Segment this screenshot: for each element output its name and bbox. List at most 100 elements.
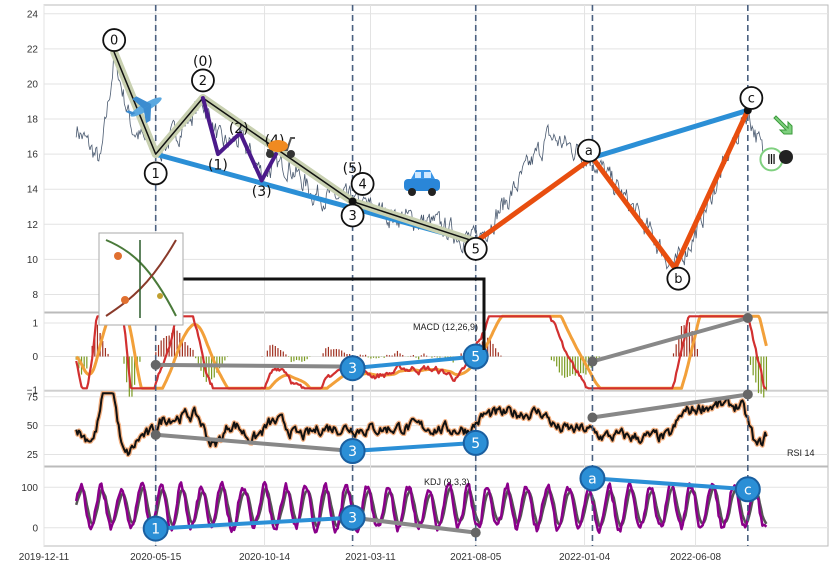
y-tick-label: 24 xyxy=(27,9,39,20)
divergence-point xyxy=(742,313,753,324)
wave-label-circle xyxy=(666,266,691,291)
series-layer xyxy=(74,54,769,534)
wave-label-circle xyxy=(576,138,601,163)
divergence-line xyxy=(590,476,750,492)
wave-label: (5) xyxy=(343,161,363,177)
wave-label-circle xyxy=(191,68,215,93)
wave-label: 1 xyxy=(152,167,160,182)
x-tick-label: 2022-06-08 xyxy=(670,552,722,563)
y-tick-label: 12 xyxy=(27,220,39,231)
indicator-marker-label: c xyxy=(744,482,752,498)
axis-ticks: 2019-12-11 2020-05-15 2020-10-14 2021-03-11… xyxy=(19,9,722,563)
indicator-marker-label: 3 xyxy=(348,361,357,377)
indicator-marker-circle xyxy=(462,429,489,456)
kdj-title: KDJ (9,3,3) xyxy=(424,477,470,487)
thumbnail-image xyxy=(98,232,184,326)
y-tick-label: 0 xyxy=(32,352,38,363)
y-tick-label: 20 xyxy=(27,79,39,90)
indicator-marker-circle xyxy=(579,465,606,492)
indicator-marker-label: 3 xyxy=(348,511,357,527)
wave-line xyxy=(200,96,278,183)
y-tick-label: 8 xyxy=(32,290,38,301)
y-tick-label: 25 xyxy=(27,450,39,461)
x-tick-label: 2022-01-04 xyxy=(559,552,611,563)
divergence-line xyxy=(590,316,750,364)
x-tick-label: 2019-12-11 xyxy=(19,552,70,563)
macd-title: MACD (12,26,9) xyxy=(413,322,478,332)
divergence-line xyxy=(153,432,355,453)
indicator-marker-circle xyxy=(142,515,169,542)
car-icon xyxy=(404,170,440,196)
indicator-marker-label: 3 xyxy=(348,444,357,460)
y-tick-label: 75 xyxy=(27,392,39,403)
indicator-marker-circle xyxy=(339,438,366,464)
y-tick-label: 1 xyxy=(32,319,38,330)
y-tick-label: 0 xyxy=(32,523,38,534)
indicator-marker-circle xyxy=(339,504,366,531)
wave-label-circle xyxy=(463,236,488,261)
divergence-line xyxy=(350,440,478,453)
divergence-point xyxy=(150,359,161,370)
y-tick-label: 18 xyxy=(27,115,39,126)
wave-lines xyxy=(110,48,752,271)
wave-label: a xyxy=(585,144,593,159)
y-tick-label: 14 xyxy=(27,185,39,196)
connector-line xyxy=(183,277,486,350)
wave-label: Ⅲ xyxy=(767,153,776,168)
indicator-marker-label: 5 xyxy=(471,436,480,452)
wave-label-circle xyxy=(143,161,168,186)
divergence-point xyxy=(150,429,161,440)
divergence-point xyxy=(470,527,481,538)
y-tick-label: 10 xyxy=(27,255,39,266)
x-tick-label: 2021-08-05 xyxy=(450,552,502,563)
wave-label: (2) xyxy=(229,121,249,137)
scooter-icon xyxy=(266,137,295,158)
bomb-icon xyxy=(779,150,793,164)
wave-label-circle xyxy=(350,172,375,196)
y-tick-label: 50 xyxy=(27,421,39,432)
wave-label: 3 xyxy=(348,209,356,224)
wave-label-circle xyxy=(340,203,365,228)
x-tick-label: 2020-05-15 xyxy=(130,552,182,563)
y-tick-label: 100 xyxy=(21,483,38,494)
rsi-title: RSI 14 xyxy=(787,448,815,458)
wave-label: (0) xyxy=(193,54,213,70)
wave-label: c xyxy=(748,91,755,106)
indicator-marker-label: 1 xyxy=(151,522,160,538)
indicator-marker-label: 5 xyxy=(471,350,480,366)
wave-label: 2 xyxy=(199,74,207,89)
indicator-marker-circle xyxy=(462,343,489,370)
indicator-marker-circle xyxy=(339,355,366,382)
y-tick-label: 16 xyxy=(27,150,39,161)
divergence-line xyxy=(153,515,355,531)
divergence-line xyxy=(350,515,478,535)
divergence-point xyxy=(587,356,598,367)
pivot-dot xyxy=(348,197,357,206)
wave-label-circle xyxy=(102,28,127,52)
divergence-point xyxy=(587,412,598,423)
indicator-marker-circle xyxy=(734,476,761,503)
y-tick-label: 22 xyxy=(27,44,39,55)
divergence-point xyxy=(742,389,753,400)
y-tick-label: −1 xyxy=(27,386,39,397)
indicator-marker-label: a xyxy=(588,471,597,487)
macd-line xyxy=(75,315,767,390)
x-tick-label: 2020-10-14 xyxy=(239,552,291,563)
wave-label: (3) xyxy=(252,184,272,200)
wave-label: 5 xyxy=(472,242,480,257)
wave-line xyxy=(589,107,751,161)
wave-label: 0 xyxy=(110,34,118,49)
annotation-layer: MACD (12,26,9) RSI 14 KDJ (9,3,3) 0 1 2 3 4 5 a b c… xyxy=(102,28,815,542)
wave-label: (1) xyxy=(208,158,228,174)
wave-label: b xyxy=(674,272,682,287)
divergence-line xyxy=(350,354,478,371)
x-tick-label: 2021-03-11 xyxy=(345,552,396,563)
wave-label: 4 xyxy=(358,177,366,192)
wave-label-circle xyxy=(739,86,764,110)
wave-line xyxy=(473,107,751,271)
green-arrow-icon xyxy=(773,115,793,135)
divergence-line xyxy=(153,362,355,369)
divergence-line xyxy=(590,392,750,420)
airplane-icon xyxy=(125,96,162,124)
